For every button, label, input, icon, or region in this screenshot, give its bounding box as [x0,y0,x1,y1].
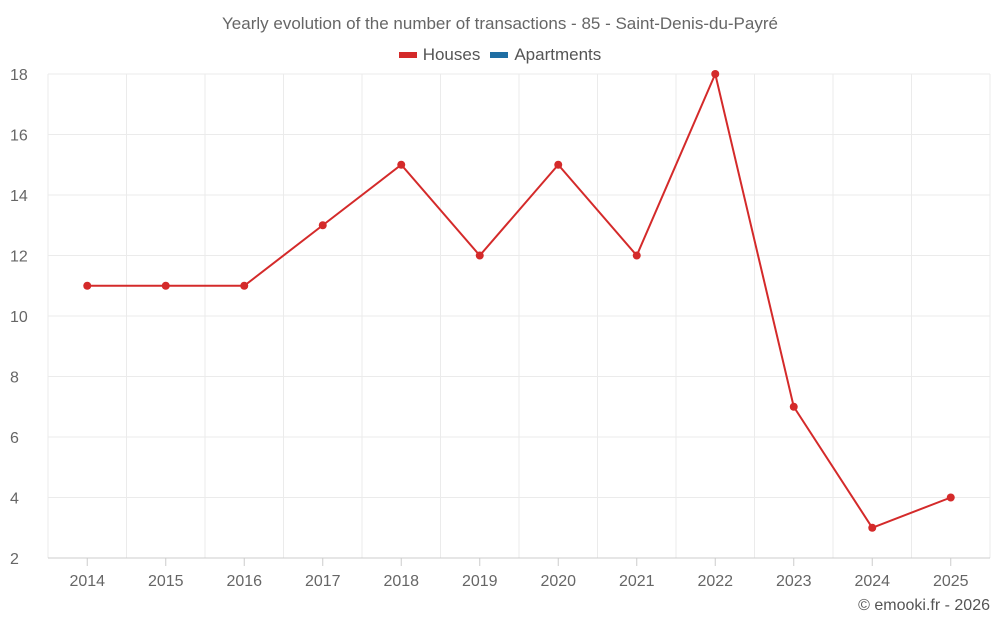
y-tick-label: 2 [10,551,19,568]
data-point-houses [868,523,877,532]
x-tick-label: 2022 [697,573,733,590]
legend: Houses Apartments [0,45,1000,65]
y-tick-label: 10 [10,309,28,326]
legend-label-apartments: Apartments [514,45,602,64]
data-point-houses [397,160,406,169]
legend-item-apartments[interactable]: Apartments [490,45,601,65]
data-point-houses [711,70,720,78]
data-point-houses [632,251,641,260]
x-tick-label: 2017 [305,573,341,590]
x-tick-label: 2021 [619,573,655,590]
legend-item-houses[interactable]: Houses [398,45,481,65]
credit: © emooki.fr - 2026 [858,597,990,614]
data-point-houses [475,251,484,260]
x-tick-label: 2015 [148,573,184,590]
data-point-houses [318,221,327,230]
y-tick-label: 16 [10,128,28,145]
y-tick-label: 6 [10,430,19,447]
x-tick-label: 2023 [776,573,812,590]
series-line-houses [87,70,952,529]
data-point-houses [554,160,563,169]
x-tick-label: 2014 [69,573,105,590]
data-point-houses [789,402,798,411]
y-tick-label: 8 [10,370,19,387]
chart-title: Yearly evolution of the number of transa… [222,14,778,33]
x-tick-label: 2024 [854,573,890,590]
legend-label-houses: Houses [422,45,481,64]
legend-swatch-houses [398,52,417,58]
legend-swatch-apartments [490,52,509,58]
y-tick-label: 14 [10,188,28,205]
y-tick-label: 12 [10,249,28,266]
data-point-houses [83,281,92,290]
x-tick-label: 2016 [226,573,262,590]
y-tick-label: 18 [10,67,28,84]
data-point-houses [946,493,955,502]
x-tick-label: 2020 [540,573,576,590]
x-tick-label: 2018 [383,573,419,590]
data-point-houses [161,281,170,290]
data-point-houses [240,281,249,290]
x-tick-label: 2019 [462,573,498,590]
y-tick-label: 4 [10,491,19,508]
x-tick-label: 2025 [933,573,969,590]
